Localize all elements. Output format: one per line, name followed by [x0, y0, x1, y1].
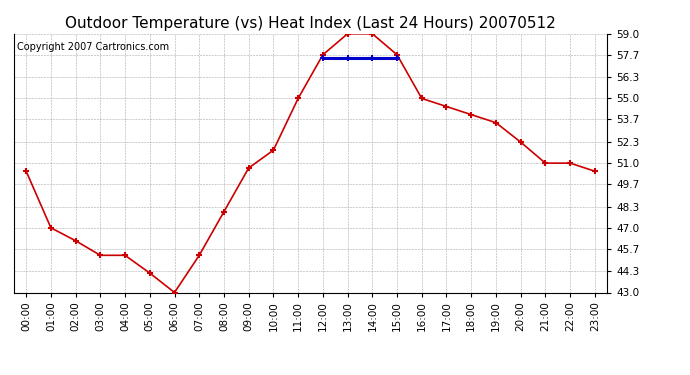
Title: Outdoor Temperature (vs) Heat Index (Last 24 Hours) 20070512: Outdoor Temperature (vs) Heat Index (Las…	[65, 16, 556, 31]
Text: Copyright 2007 Cartronics.com: Copyright 2007 Cartronics.com	[17, 42, 169, 51]
